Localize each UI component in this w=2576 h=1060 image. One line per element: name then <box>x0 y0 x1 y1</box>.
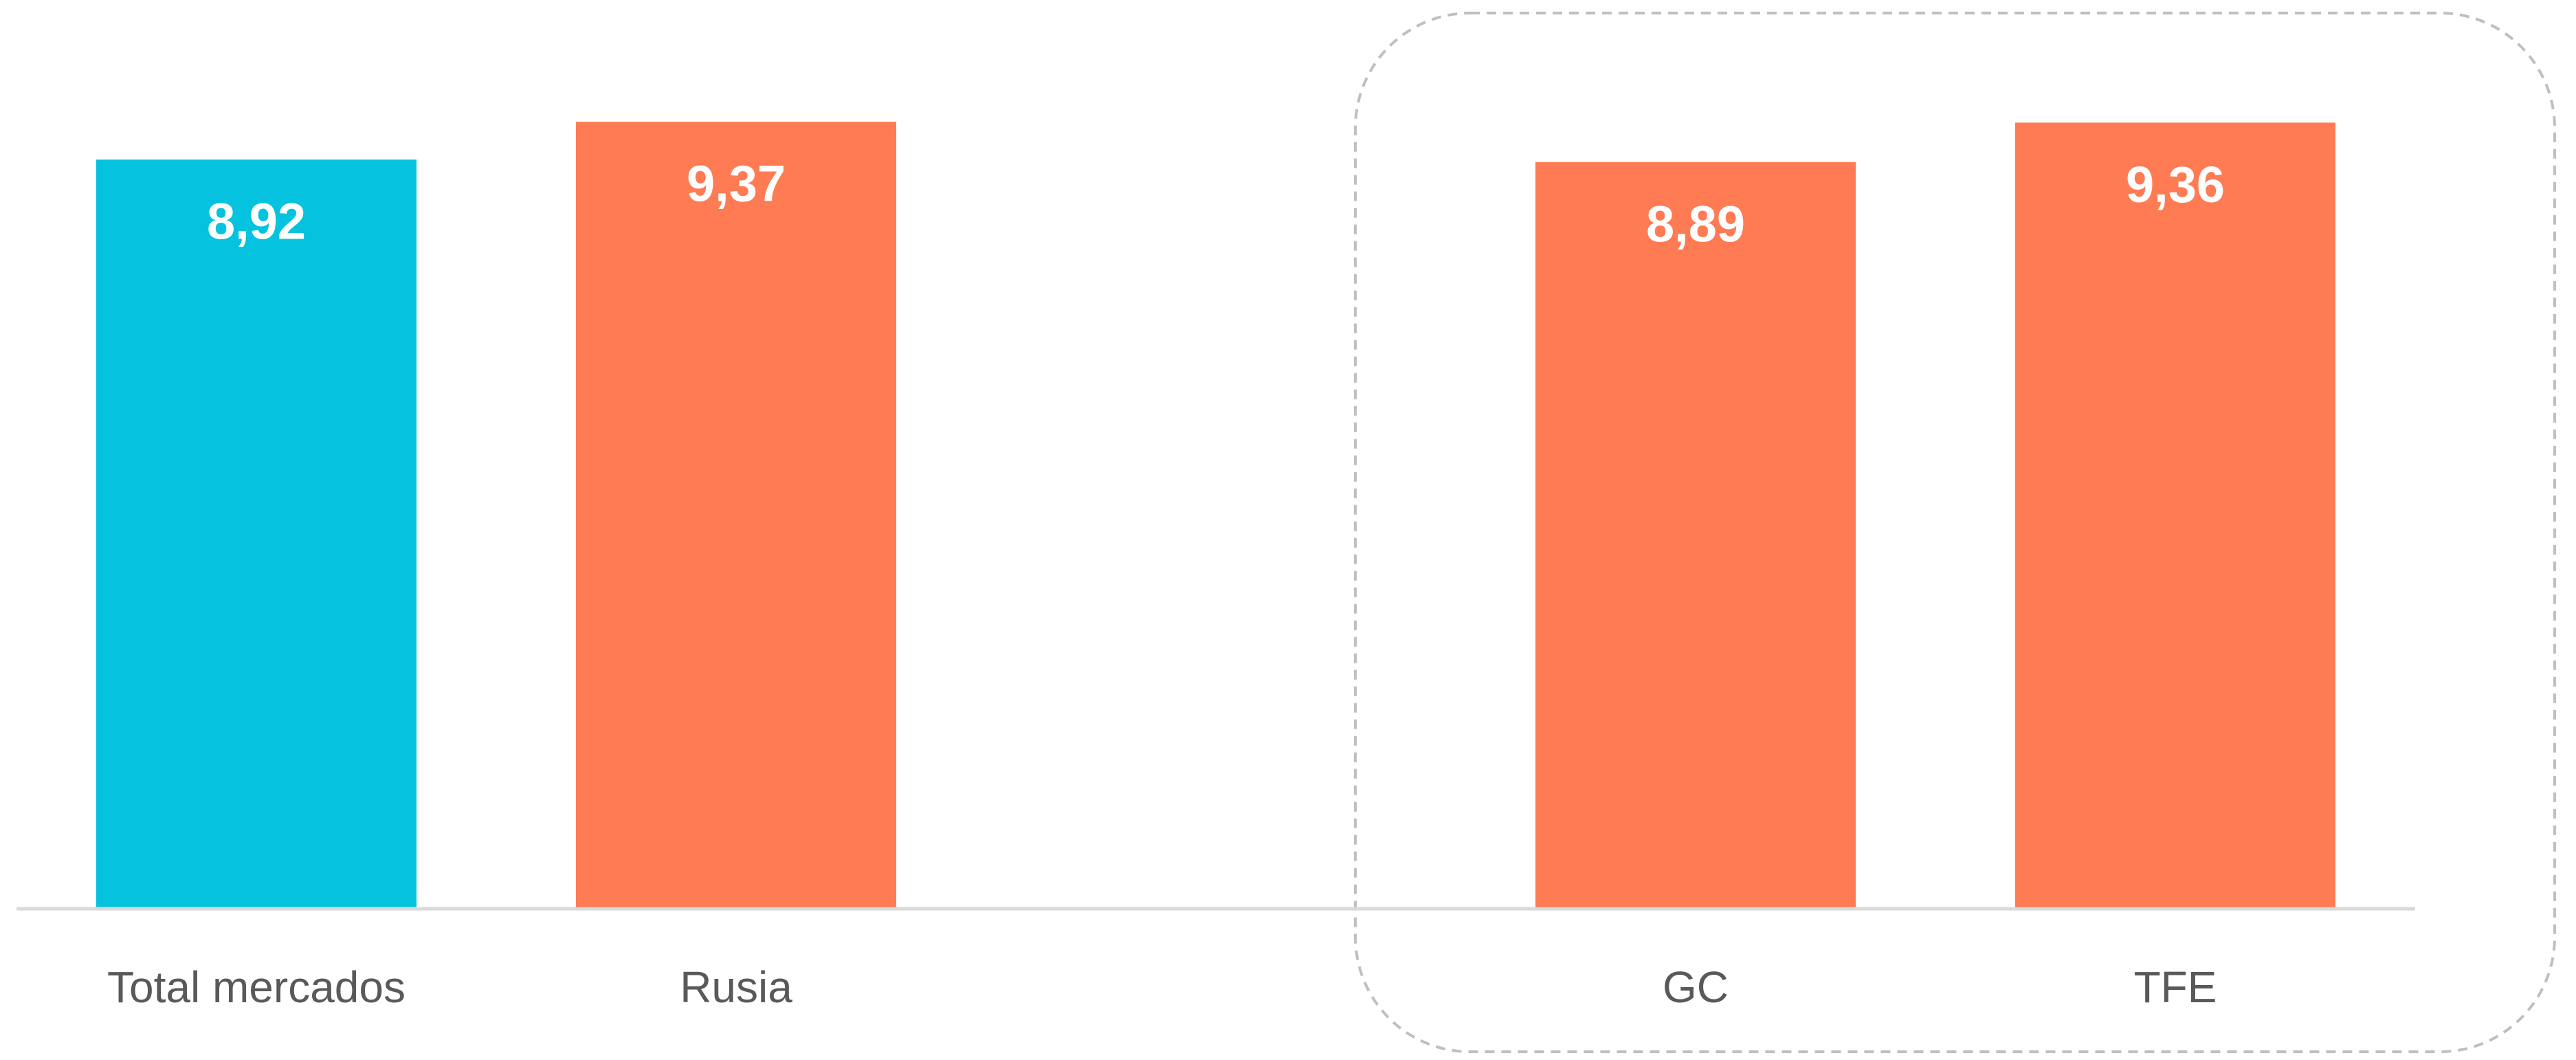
bar <box>96 159 417 909</box>
bar <box>1535 162 1856 909</box>
bar <box>2015 122 2335 909</box>
group-box <box>1354 12 2556 1053</box>
data-label: 8,89 <box>1646 195 1745 252</box>
data-label: 9,37 <box>687 155 786 212</box>
x-tick-label: GC <box>1663 962 1729 1012</box>
data-label: 9,36 <box>2126 156 2225 213</box>
x-tick-label: Rusia <box>680 962 792 1012</box>
data-label: 8,92 <box>207 193 306 250</box>
bar <box>576 122 896 909</box>
x-tick-label: Total mercados <box>107 962 406 1012</box>
x-tick-label: TFE <box>2134 962 2217 1012</box>
